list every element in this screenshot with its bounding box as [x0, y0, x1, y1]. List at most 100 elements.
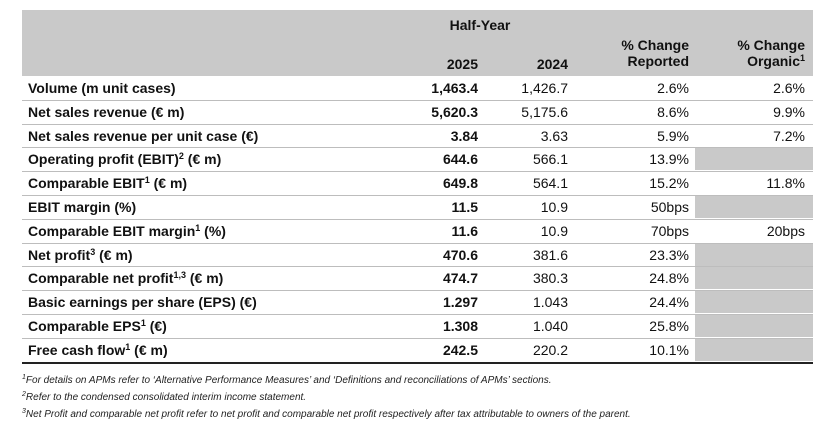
- table-row: Net profit3 (€ m) 470.6 381.6 23.3%: [22, 243, 813, 268]
- row-label-text: Net sales revenue (€ m): [28, 103, 185, 120]
- row-label: Volume (m unit cases): [28, 77, 176, 99]
- value-2024: 1.043: [532, 294, 568, 311]
- value-2024: 3.63: [540, 127, 568, 144]
- row-label: EBIT margin (%): [28, 196, 136, 218]
- value-2025: 5,620.3: [431, 103, 478, 120]
- value-2025: 470.6: [442, 246, 478, 263]
- row-label: Net sales revenue per unit case (€): [28, 125, 258, 147]
- footnote: 2Refer to the condensed consolidated int…: [22, 389, 813, 406]
- footnote-marker: 1: [140, 317, 146, 328]
- table-row: Basic earnings per share (EPS) (€) 1.297 1…: [22, 291, 813, 315]
- value-2024: 564.1: [532, 175, 568, 192]
- change-reported: 24.8%: [649, 270, 689, 287]
- value-2025: 649.8: [442, 175, 478, 192]
- table-row: Comparable EBIT margin1 (%) 11.6 10.9 70bps…: [22, 220, 813, 244]
- footnote: 3Net Profit and comparable net profit re…: [22, 406, 813, 423]
- table-row: EBIT margin (%) 11.5 10.9 50bps: [22, 195, 813, 220]
- organic-not-applicable-cell: [695, 148, 813, 171]
- row-label: Basic earnings per share (EPS) (€): [28, 291, 257, 313]
- row-label-text: Net sales revenue per unit case (€): [28, 127, 259, 144]
- footnote-text: Net Profit and comparable net profit ref…: [25, 409, 631, 420]
- row-label-text: Operating profit (EBIT): [28, 151, 179, 168]
- footnotes: 1For details on APMs refer to ‘Alternati…: [22, 372, 813, 423]
- change-reported: 50bps: [650, 198, 689, 215]
- value-2025: 644.6: [442, 151, 478, 168]
- value-2024: 566.1: [532, 151, 568, 168]
- table-row: Comparable EBIT1 (€ m) 649.8 564.1 15.2% 11.…: [22, 172, 813, 196]
- change-reported: 70bps: [650, 222, 689, 239]
- row-label-text: Comparable EPS: [28, 317, 141, 334]
- value-2024: 1.040: [532, 317, 568, 334]
- header-change-organic-line1: % Change: [737, 37, 805, 53]
- table-row: Volume (m unit cases) 1,463.4 1,426.7 2.6% 2…: [22, 77, 813, 101]
- footnote-marker: 3: [90, 246, 96, 257]
- value-2024: 10.9: [540, 222, 568, 239]
- row-label: Comparable EBIT1 (€ m): [28, 172, 187, 194]
- value-2025: 11.6: [451, 222, 478, 239]
- value-2025: 1.308: [442, 317, 478, 334]
- table-body: Volume (m unit cases) 1,463.4 1,426.7 2.6% 2…: [22, 77, 813, 364]
- value-2024: 381.6: [532, 246, 568, 263]
- table-row: Net sales revenue (€ m) 5,620.3 5,175.6 8.6…: [22, 101, 813, 125]
- value-2024: 5,175.6: [521, 103, 568, 120]
- value-2024: 380.3: [532, 270, 568, 287]
- row-label-unit: (€ m): [183, 151, 222, 168]
- footnote-text: For details on APMs refer to ‘Alternativ…: [25, 375, 552, 386]
- change-organic: 2.6%: [773, 80, 805, 96]
- organic-not-applicable-cell: [695, 291, 813, 314]
- change-reported: 10.1%: [649, 341, 689, 358]
- footnote-number: 1: [22, 374, 26, 381]
- value-2024: 1,426.7: [521, 80, 568, 96]
- organic-not-applicable-cell: [695, 267, 813, 290]
- footnote-marker: 2: [178, 151, 184, 162]
- footnote-marker: 1: [125, 341, 131, 352]
- row-label-text: Basic earnings per share (EPS) (€): [28, 294, 257, 311]
- value-2025: 1,463.4: [431, 80, 478, 96]
- row-label-text: EBIT margin (%): [28, 198, 137, 215]
- value-2025: 474.7: [442, 270, 478, 287]
- organic-not-applicable-cell: [695, 314, 813, 337]
- footnote-marker: 1: [144, 175, 150, 186]
- header-change-organic-line2: Organic1: [737, 53, 805, 69]
- header-change-organic: % Change Organic1: [737, 37, 805, 69]
- table-row: Comparable EPS1 (€) 1.308 1.040 25.8%: [22, 314, 813, 339]
- value-2025: 242.5: [442, 341, 478, 358]
- row-label-text: Volume (m unit cases): [28, 80, 176, 96]
- row-label-unit: (€ m): [95, 246, 133, 263]
- change-organic: 20bps: [766, 222, 805, 239]
- row-label-text: Net profit: [28, 246, 91, 263]
- row-label-unit: (€ m): [149, 175, 188, 192]
- change-organic: 7.2%: [773, 127, 805, 144]
- row-label-unit: (€): [145, 317, 167, 334]
- row-label: Operating profit (EBIT)2 (€ m): [28, 148, 221, 170]
- header-half-year: Half-Year: [449, 17, 511, 33]
- row-label-text: Comparable net profit: [28, 270, 174, 287]
- footnote-text: Refer to the condensed consolidated inte…: [25, 392, 307, 403]
- organic-not-applicable-cell: [695, 243, 813, 266]
- change-reported: 15.2%: [649, 175, 689, 192]
- header-organic-footnote-marker: 1: [799, 53, 805, 63]
- header-change-organic-label: Organic: [747, 53, 800, 69]
- change-reported: 25.8%: [649, 317, 689, 334]
- row-label-unit: (€ m): [130, 341, 168, 358]
- row-label: Comparable EBIT margin1 (%): [28, 220, 226, 242]
- table-row: Free cash flow1 (€ m) 242.5 220.2 10.1%: [22, 338, 813, 364]
- value-2025: 1.297: [442, 294, 478, 311]
- footnote-number: 3: [22, 408, 26, 415]
- organic-not-applicable-cell: [695, 195, 813, 218]
- change-reported: 13.9%: [649, 151, 689, 168]
- footnote-marker: 1,3: [173, 270, 186, 281]
- row-label-unit: (%): [200, 222, 226, 239]
- change-reported: 5.9%: [657, 127, 689, 144]
- row-label-text: Free cash flow: [28, 341, 126, 358]
- row-label-text: Comparable EBIT margin: [28, 222, 196, 239]
- value-2025: 3.84: [450, 127, 478, 144]
- header-2024: 2024: [536, 56, 568, 72]
- table-header: Half-Year 2025 2024 % Change Reported % …: [22, 10, 813, 76]
- change-reported: 8.6%: [657, 103, 689, 120]
- change-organic: 9.9%: [773, 103, 805, 120]
- footnote: 1For details on APMs refer to ‘Alternati…: [22, 372, 813, 389]
- row-label: Comparable EPS1 (€): [28, 315, 167, 337]
- row-label-text: Comparable EBIT: [28, 175, 145, 192]
- table-row: Comparable net profit1,3 (€ m) 474.7 380.3…: [22, 267, 813, 292]
